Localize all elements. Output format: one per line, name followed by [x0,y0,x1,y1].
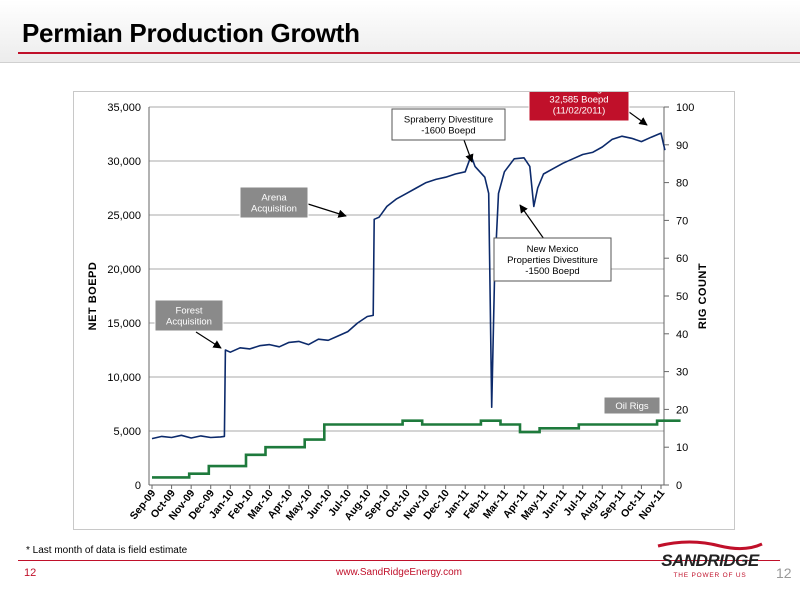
y2-tick-label: 20 [676,404,688,416]
svg-text:SANDRIDGE: SANDRIDGE [661,551,760,570]
footnote: * Last month of data is field estimate [26,545,188,556]
annotation-text: -1500 Boepd [525,266,579,277]
page-number-left: 12 [24,567,37,579]
sandridge-logo: SANDRIDGE THE POWER OF US [657,540,763,579]
net-boepd-series-line [151,132,666,440]
annotation-box [391,108,506,141]
website-link[interactable]: www.SandRidgeEnergy.com [336,567,462,578]
annotation-box [239,186,309,219]
annotation-text: Properties Divestiture [507,255,598,266]
annotation-text: Arena [261,193,287,204]
y2-tick-label: 40 [676,329,688,341]
y2-tick-label: 30 [676,367,688,379]
annotation-text: 32,585 Boepd [549,95,608,106]
y-axis-label: NET BOEPD [87,262,99,331]
y-tick-label: 35,000 [107,102,141,114]
annotation-arrow [628,111,648,126]
svg-text:THE POWER OF US: THE POWER OF US [673,572,746,579]
annotation-text: New Mexico [527,244,579,255]
y-tick-label: 20,000 [107,264,141,276]
annotation-text: Oil Rigs [615,401,649,412]
y-tick-label: 10,000 [107,372,141,384]
y-tick-label: 0 [135,480,141,492]
annotation-text: Spraberry Divestiture [404,115,493,126]
y2-tick-label: 10 [676,442,688,454]
y2-tick-label: 100 [676,102,694,114]
annotation-box [528,92,630,122]
annotation-box [493,237,612,282]
annotation-arrow [195,331,222,349]
annotation-text: Acquisition [251,204,297,215]
y2-tick-label: 0 [676,480,682,492]
y2-tick-label: 90 [676,140,688,152]
annotation-box [154,299,224,332]
y-tick-label: 25,000 [107,210,141,222]
annotation-arrow [463,139,474,163]
y2-tick-label: 80 [676,178,688,190]
title-rule [18,52,800,54]
y2-tick-label: 70 [676,215,688,227]
slide-title: Permian Production Growth [22,18,360,48]
y-tick-label: 15,000 [107,318,141,330]
y-tick-label: 30,000 [107,156,141,168]
y-tick-label: 5,000 [113,426,141,438]
production-chart: 0 5,000 10,000 15,000 20,000 25,000 30,000 35,0… [87,92,709,523]
annotation-text: Acquisition [166,317,212,328]
annotation-text: -1600 Boepd [421,126,475,137]
annotation-arrow [519,204,545,240]
annotation-text: (11/02/2011) [553,106,605,117]
annotation-box [603,396,661,415]
annotation-text: Forest [176,306,203,317]
chart-frame: 0 5,000 10,000 15,000 20,000 25,000 30,000 35,0… [73,91,735,530]
y2-tick-label: 50 [676,291,688,303]
y2-tick-label: 60 [676,253,688,265]
page-number-right: 12 [776,565,792,581]
y2-axis-label: RIG COUNT [697,263,709,329]
footer-rule [18,560,780,561]
oil-rigs-series-line [152,419,681,479]
annotation-arrow [307,203,347,218]
annotation-text: New SD High [550,92,607,95]
